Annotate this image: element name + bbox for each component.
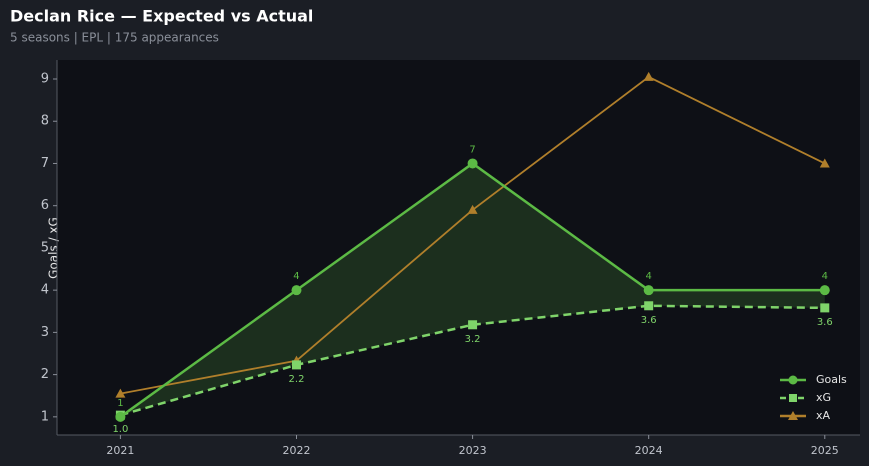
y-tick-label: 5 bbox=[41, 240, 49, 255]
data-label: 4 bbox=[822, 271, 828, 282]
data-point bbox=[819, 285, 830, 296]
data-label: 3.6 bbox=[817, 317, 833, 328]
data-point bbox=[643, 71, 654, 81]
data-point bbox=[643, 285, 654, 296]
series-line bbox=[120, 304, 825, 417]
y-tick-label: 3 bbox=[41, 325, 49, 340]
legend-marker bbox=[788, 375, 798, 385]
legend-label: xG bbox=[816, 391, 831, 404]
data-point bbox=[291, 285, 302, 296]
data-label: 3.6 bbox=[641, 315, 657, 326]
y-tick-label: 7 bbox=[41, 156, 49, 171]
plot-area bbox=[57, 60, 860, 435]
legend-label: Goals bbox=[816, 373, 847, 386]
y-tick-label: 6 bbox=[41, 198, 49, 213]
data-point bbox=[467, 158, 478, 169]
data-point bbox=[644, 301, 654, 311]
data-label: 3.2 bbox=[465, 334, 481, 345]
chart-subtitle: 5 seasons | EPL | 175 appearances bbox=[10, 31, 219, 45]
x-tick-label: 2024 bbox=[635, 444, 663, 457]
data-point bbox=[115, 411, 126, 422]
data-point bbox=[115, 388, 126, 398]
data-label: 2.2 bbox=[289, 374, 305, 385]
data-point bbox=[467, 204, 478, 214]
legend-marker bbox=[789, 394, 797, 402]
x-tick-label: 2025 bbox=[811, 444, 839, 457]
data-label: 4 bbox=[645, 271, 651, 282]
data-label: 7 bbox=[469, 144, 475, 155]
data-label: 1.0 bbox=[112, 424, 128, 435]
data-label: 4 bbox=[293, 271, 299, 282]
legend-marker bbox=[788, 411, 798, 420]
legend-label: xA bbox=[816, 409, 831, 422]
data-point bbox=[468, 320, 478, 330]
data-label: 1 bbox=[117, 398, 123, 409]
y-tick-label: 1 bbox=[41, 409, 49, 424]
x-tick-label: 2023 bbox=[459, 444, 487, 457]
y-tick-label: 4 bbox=[41, 283, 49, 298]
data-point bbox=[820, 303, 830, 313]
x-tick-label: 2022 bbox=[282, 444, 310, 457]
y-tick-label: 2 bbox=[41, 367, 49, 382]
data-point bbox=[819, 158, 830, 168]
y-tick-label: 8 bbox=[41, 114, 49, 129]
y-tick-label: 9 bbox=[41, 72, 49, 87]
gap-area bbox=[120, 163, 825, 417]
data-point bbox=[291, 360, 301, 370]
chart-title: Declan Rice — Expected vs Actual bbox=[10, 7, 313, 26]
x-tick-label: 2021 bbox=[106, 444, 134, 457]
